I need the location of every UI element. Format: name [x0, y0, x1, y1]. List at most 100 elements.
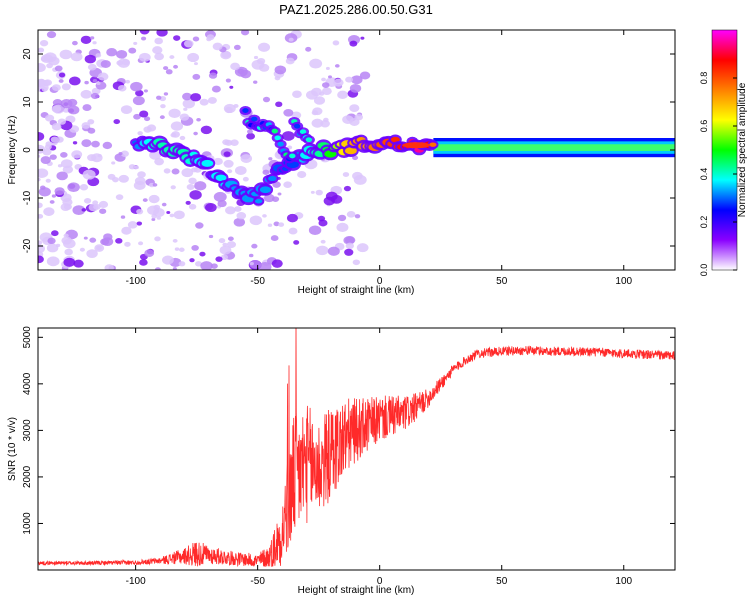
snr-x-label: Height of straight line (km) [298, 585, 415, 596]
spectrogram-noise-cell [90, 36, 95, 40]
spectrogram-noise-cell [208, 72, 218, 79]
spectrogram-noise-cell [191, 244, 199, 251]
spectrogram-noise-cell [349, 117, 360, 126]
spectrogram-noise-cell [223, 159, 234, 168]
snr-x-tick-label: -50 [250, 576, 265, 587]
spectrogram-noise-cell [328, 75, 332, 79]
spectrogram-noise-cell [246, 132, 255, 140]
spectrogram-noise-cell [349, 104, 360, 113]
spectrogram-noise-cell [132, 95, 145, 106]
spectrogram-noise-cell [220, 254, 229, 261]
spectrogram-noise-cell [170, 185, 176, 190]
spectrogram-noise-cell [211, 85, 221, 93]
spectrogram-x-tick-label: -50 [250, 276, 265, 287]
spectrogram-noise-cell [268, 157, 273, 161]
spectrogram-noise-cell [40, 156, 51, 164]
spectrogram-noise-cell [43, 79, 52, 86]
spectrogram-noise-cell [97, 154, 102, 158]
spectrogram-noise-cell [227, 169, 233, 174]
spectrogram-noise-cell [95, 53, 102, 58]
spectrogram-noise-cell [136, 221, 143, 226]
snr-series-line [38, 328, 675, 568]
spectrogram-noise-cell [128, 164, 136, 170]
spectrogram-noise-cell [173, 210, 185, 220]
branch-blob [299, 129, 307, 135]
spectrogram-noise-cell [336, 222, 349, 233]
spectrogram-noise-cell [81, 208, 87, 212]
spectrogram-noise-cell [97, 72, 109, 81]
spectrogram-noise-cell [311, 118, 324, 128]
spectrogram-noise-cell [234, 206, 242, 212]
spectrogram-noise-cell [91, 87, 101, 95]
spectrogram-noise-cell [240, 30, 250, 36]
spectrogram-noise-cell [286, 213, 298, 223]
spectrogram-noise-cell [267, 223, 273, 227]
spectrogram-noise-cell [182, 98, 196, 109]
spectrogram-noise-cell [87, 63, 97, 71]
spectrogram-noise-cell [187, 52, 200, 63]
spectrogram-noise-cell [181, 168, 194, 178]
spectrogram-noise-cell [169, 55, 175, 60]
spectrogram-noise-cell [249, 215, 263, 226]
spectrogram-noise-cell [222, 242, 228, 247]
spectrogram-noise-cell [308, 225, 322, 236]
spectrogram-noise-cell [140, 36, 147, 41]
spectrogram-noise-cell [321, 82, 330, 88]
spectrogram-noise-cell [262, 169, 270, 175]
spectrogram-noise-cell [61, 83, 71, 91]
spectrogram-noise-cell [173, 35, 181, 41]
spectrogram-noise-cell [96, 245, 102, 251]
spectrogram-noise-cell [165, 69, 173, 75]
spectrogram-noise-cell [163, 66, 169, 71]
spectrogram-noise-cell [113, 119, 121, 125]
snr-frame [37, 327, 676, 571]
ridge-blob [254, 199, 263, 204]
snr-y-axis: 1000 2000 3000 4000 5000 [22, 326, 675, 535]
spectrogram-noise-cell [178, 261, 186, 267]
spectrogram-noise-cell [230, 62, 240, 71]
spectrogram-noise-cell [240, 154, 253, 163]
spectrogram-noise-cell [152, 46, 163, 55]
spectrogram-noise-cell [136, 208, 144, 215]
spectrogram-noise-cell [193, 131, 198, 136]
spectrogram-noise-cell [45, 178, 51, 183]
spectrogram-noise-cell [58, 79, 64, 83]
spectrogram-noise-cell [200, 261, 213, 270]
spectrogram-noise-cell [192, 36, 200, 42]
spectrogram-noise-cell [172, 267, 177, 270]
spectrogram-noise-cell [179, 113, 190, 121]
spectrogram-noise-cell [233, 217, 246, 227]
spectrogram-noise-cell [206, 37, 212, 42]
spectrogram-noise-cell [327, 246, 340, 256]
spectrogram-noise-cell [67, 105, 80, 115]
spectrogram-noise-cell [208, 234, 214, 239]
spectrogram-noise-cell [83, 236, 88, 240]
colorbar-tick-label: 0.8 [699, 72, 709, 85]
spectrogram-noise-cell [189, 190, 202, 200]
spectrogram-noise-cell [80, 35, 92, 44]
branch-blob [251, 116, 258, 122]
spectrogram-noise-cell [221, 50, 231, 58]
spectrogram-noise-cell [278, 222, 285, 227]
spectrogram-noise-cell [41, 86, 48, 92]
spectrogram-noise-cell [106, 48, 118, 57]
spectrogram-x-axis: -100 -50 0 50 100 [126, 30, 633, 287]
spectrogram-noise-cell [149, 150, 162, 160]
spectrogram-noise-cell [273, 221, 280, 227]
colorbar-ticks: 0.0 0.2 0.4 0.6 0.8 [699, 72, 737, 276]
spectrogram-noise-cell [49, 154, 57, 160]
spectrogram-noise-cell [161, 202, 167, 207]
spectrogram-noise-cell [139, 110, 149, 118]
spectrogram-noise-cell [212, 42, 223, 51]
spectrogram-noise-cell [226, 241, 237, 249]
ridge-blob [429, 142, 437, 147]
spectrogram-noise-cell [191, 167, 198, 173]
spectrogram-noise-cell [81, 122, 91, 129]
spectrogram-noise-cell [186, 184, 195, 191]
ridge-blob [201, 159, 214, 167]
spectrogram-noise-cell [321, 77, 326, 82]
colorbar-tick-label: 0.6 [699, 120, 709, 133]
spectrogram-noise-cell [310, 190, 315, 194]
spectrogram-y-label: Frequency (Hz) [7, 116, 18, 185]
spectrogram-noise-cell [253, 55, 259, 60]
